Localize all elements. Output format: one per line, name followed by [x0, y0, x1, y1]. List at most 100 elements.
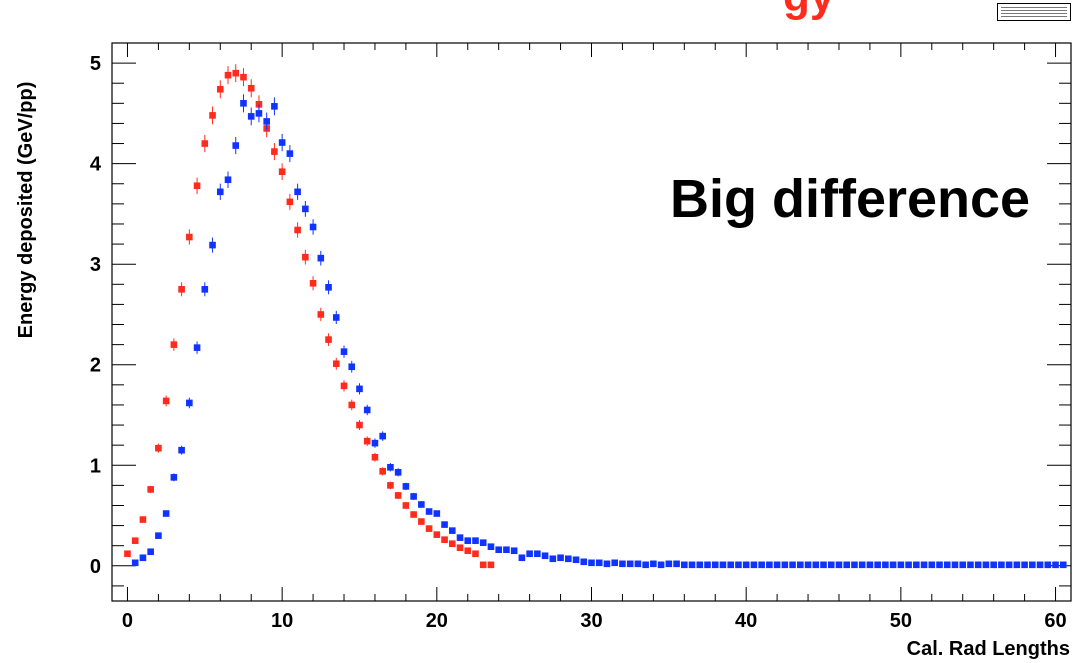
data-point — [147, 486, 154, 493]
data-point — [371, 439, 379, 447]
data-point — [155, 444, 162, 452]
data-point — [379, 468, 386, 475]
data-point — [603, 560, 611, 568]
data-point — [518, 554, 526, 562]
data-point — [719, 561, 727, 569]
stats-box — [997, 3, 1071, 21]
data-point — [843, 561, 851, 569]
data-point — [340, 382, 348, 390]
data-point — [1021, 561, 1028, 569]
series-red — [124, 64, 495, 569]
data-point — [657, 561, 665, 569]
data-point — [634, 560, 642, 568]
data-point — [425, 525, 433, 532]
data-point — [348, 401, 356, 409]
x-tick-label: 40 — [735, 610, 757, 632]
data-point — [309, 279, 317, 287]
data-point — [309, 223, 317, 231]
data-point — [286, 150, 294, 157]
data-point — [688, 561, 696, 569]
data-point — [781, 561, 789, 569]
data-point — [448, 527, 456, 534]
series-blue — [131, 94, 1067, 569]
data-point — [758, 561, 765, 569]
data-point — [131, 559, 139, 567]
data-point — [874, 561, 881, 569]
data-point — [564, 555, 572, 563]
data-point — [255, 101, 263, 108]
data-point — [936, 561, 943, 569]
data-point — [696, 561, 704, 569]
y-tick-label: 3 — [90, 254, 101, 276]
data-point — [673, 560, 680, 568]
data-point — [526, 550, 533, 558]
data-point — [595, 559, 603, 567]
data-point — [727, 561, 735, 569]
data-point — [224, 176, 232, 184]
data-point — [650, 560, 657, 568]
data-point — [773, 561, 781, 569]
data-point — [247, 84, 255, 92]
data-point — [325, 336, 332, 343]
data-point — [735, 561, 742, 569]
data-point — [487, 561, 495, 569]
x-tick-label: 60 — [1044, 610, 1066, 632]
data-point — [611, 559, 619, 567]
data-point — [271, 148, 278, 155]
data-point — [348, 363, 356, 371]
data-point — [363, 437, 371, 445]
data-point — [472, 537, 479, 544]
data-point — [186, 233, 193, 241]
data-point — [804, 561, 812, 569]
data-point — [1005, 561, 1013, 569]
data-point — [216, 188, 224, 196]
data-point — [959, 561, 967, 569]
data-point — [1036, 561, 1044, 569]
data-point — [402, 502, 410, 509]
data-point — [572, 556, 580, 564]
data-point — [302, 253, 309, 261]
data-point — [534, 550, 541, 558]
data-point — [356, 421, 363, 429]
x-tick-label: 10 — [271, 610, 293, 632]
data-point — [619, 560, 626, 568]
data-point — [394, 492, 402, 499]
data-point — [186, 399, 193, 407]
data-point — [387, 463, 394, 471]
data-point — [1059, 561, 1067, 569]
data-point — [510, 547, 518, 555]
data-point — [178, 286, 185, 293]
data-point — [681, 561, 688, 569]
chart-title-fragment: gy — [783, 0, 834, 22]
y-tick-label: 4 — [90, 154, 102, 176]
data-point — [742, 561, 750, 569]
data-points — [124, 64, 1067, 569]
data-point — [967, 561, 974, 569]
plot-frame-border — [111, 42, 1072, 602]
data-point — [982, 561, 990, 569]
data-point — [433, 510, 441, 517]
data-point — [278, 168, 286, 175]
data-point — [155, 532, 162, 539]
data-point — [294, 226, 301, 234]
x-tick-label: 0 — [122, 610, 133, 632]
data-point — [913, 561, 920, 569]
data-point — [665, 560, 673, 568]
data-point — [209, 112, 216, 119]
data-point — [711, 561, 719, 569]
data-point — [232, 69, 240, 77]
data-point — [1044, 561, 1052, 569]
data-point — [549, 555, 557, 563]
data-point — [317, 254, 325, 262]
data-point — [263, 118, 270, 125]
data-point — [418, 518, 425, 525]
data-point — [1052, 561, 1059, 569]
data-point — [827, 561, 835, 569]
data-point — [139, 554, 147, 562]
tick-labels: 0 10 20 30 40 50 60 0 1 2 3 4 5 — [90, 53, 1067, 632]
data-point — [387, 482, 394, 489]
data-point — [363, 406, 371, 414]
y-tick-label: 1 — [90, 455, 101, 477]
data-point — [332, 360, 340, 368]
data-point — [889, 561, 897, 569]
